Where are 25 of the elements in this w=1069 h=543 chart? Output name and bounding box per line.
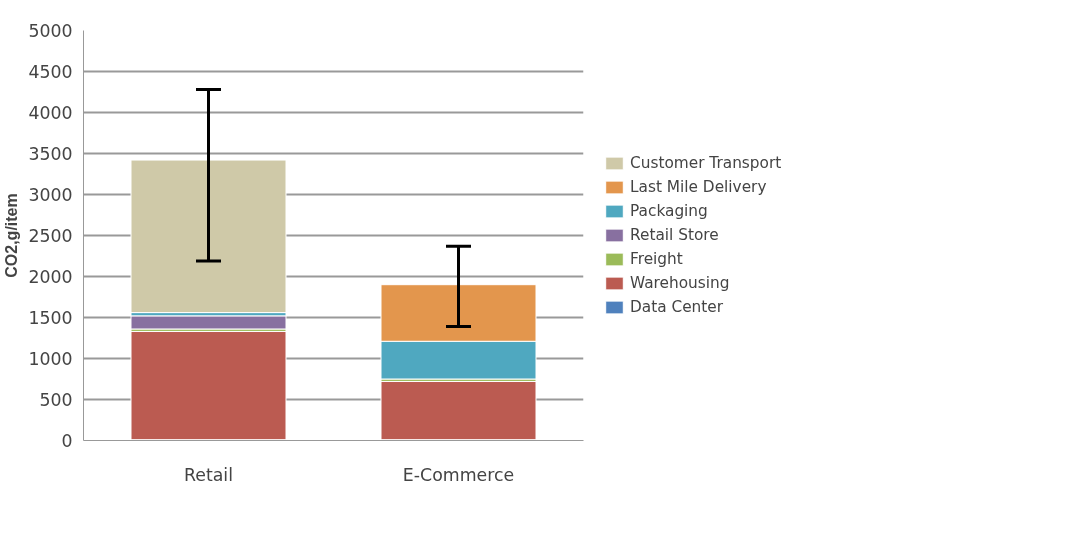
y-tick-label: 4000 [28,103,73,123]
y-tick-label: 1500 [28,308,73,328]
x-tick-label: E-Commerce [402,464,515,485]
bar [130,330,287,441]
legend-label: Retail Store [630,226,719,244]
legend-label: Data Center [630,298,724,316]
legend-label: Freight [630,250,683,268]
legend-label: Customer Transport [630,154,782,172]
x-tick-label: Retail [184,464,233,485]
y-tick-label: 500 [39,390,73,410]
y-tick-label: 2500 [28,226,73,246]
bar [380,380,537,441]
legend-label: Warehousing [630,274,730,292]
y-axis-title: CO2,g/item [3,193,21,278]
y-tick-label: 2000 [28,267,73,287]
legend-label: Last Mile Delivery [630,178,767,196]
y-tick-label: 1000 [28,349,73,369]
y-tick-label: 3000 [28,185,73,205]
bar [130,315,287,330]
y-tick-label: 4500 [28,62,73,82]
y-tick-label: 3500 [28,144,73,164]
y-tick-label: 5000 [28,21,73,41]
y-tick-label: 0 [61,431,73,451]
bar [130,159,287,314]
legend-label: Packaging [630,202,708,220]
